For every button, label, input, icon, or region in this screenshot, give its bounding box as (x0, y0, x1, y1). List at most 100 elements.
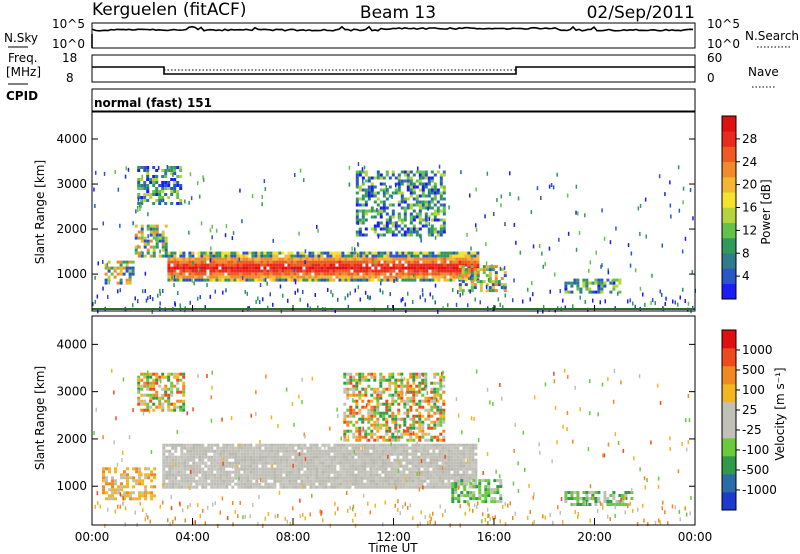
velocity-cell (294, 449, 298, 453)
power-speck (548, 184, 551, 189)
power-cell (403, 233, 407, 237)
power-cell (467, 251, 471, 255)
power-speck (117, 289, 119, 294)
power-cell (320, 251, 324, 255)
power-cell (367, 188, 371, 192)
velocity-cell (216, 467, 220, 471)
power-speck (197, 296, 199, 301)
velocity-cell (288, 455, 292, 459)
power-cell (275, 263, 279, 267)
power-cell (424, 218, 428, 222)
power-cell (251, 257, 255, 261)
power-cell (317, 269, 321, 273)
velocity-cell (441, 482, 445, 486)
power-cell (170, 254, 174, 258)
power-cell (410, 266, 414, 270)
velocity-cell (436, 411, 440, 415)
velocity-cell (273, 458, 277, 462)
velocity-cell (216, 449, 220, 453)
power-cell (245, 275, 249, 279)
power-cell (424, 221, 428, 225)
velocity-cell (336, 479, 340, 483)
velocity-speck (492, 515, 494, 520)
velocity-cell (418, 402, 422, 406)
velocity-cell (358, 372, 362, 376)
power-cell (284, 260, 288, 264)
velocity-cell (189, 443, 193, 447)
power-cell (407, 260, 411, 264)
power-cell (146, 227, 150, 231)
velocity-cell (249, 479, 253, 483)
power-cell (254, 263, 258, 267)
power-cell (113, 275, 117, 279)
velocity-cell (306, 470, 310, 474)
velocity-cell (499, 494, 503, 498)
power-cell (323, 266, 327, 270)
power-cell (398, 263, 402, 267)
power-cell (230, 269, 234, 273)
velocity-cell (618, 494, 622, 497)
velocity-cell (149, 381, 153, 385)
power-cell (403, 230, 407, 234)
velocity-cell (279, 446, 283, 450)
velocity-cell (336, 470, 340, 474)
power-cell (311, 278, 315, 282)
nave-tick-right-bottom: 0 (707, 71, 715, 85)
velocity-cell (183, 473, 187, 477)
velocity-cell (441, 470, 445, 474)
velocity-cell (469, 491, 473, 495)
power-cell (389, 266, 393, 270)
velocity-cell (391, 417, 395, 421)
velocity-cell (424, 384, 428, 388)
power-cell (401, 266, 405, 270)
power-cell (350, 254, 354, 258)
velocity-cell (207, 464, 211, 468)
velocity-cell (240, 458, 244, 462)
power-cell (364, 173, 368, 177)
velocity-cell (387, 485, 391, 489)
power-cell (254, 278, 258, 282)
power-speck (669, 180, 671, 185)
velocity-cell (273, 443, 277, 447)
power-speck (119, 288, 121, 293)
velocity-cell (346, 423, 350, 427)
power-cell (397, 203, 401, 207)
velocity-cell (285, 461, 289, 465)
velocity-cell (358, 429, 362, 433)
velocity-cell (597, 500, 601, 503)
velocity-cell (343, 417, 347, 421)
velocity-cell (474, 458, 478, 462)
power-speck (94, 275, 96, 280)
velocity-cell (143, 372, 147, 376)
velocity-cell (373, 378, 377, 382)
power-cell (585, 284, 589, 288)
power-cell (433, 215, 437, 219)
velocity-cell (177, 455, 181, 459)
velocity-cell (471, 446, 475, 450)
power-cell (442, 227, 446, 231)
power-cell (391, 212, 395, 216)
velocity-cell (180, 449, 184, 453)
velocity-cell (333, 443, 337, 447)
power-speck (674, 300, 676, 305)
power-cell (233, 257, 237, 261)
velocity-speck (301, 400, 303, 405)
power-cell (361, 221, 365, 225)
power-cell (383, 278, 387, 282)
velocity-cell (306, 473, 310, 477)
power-cell (260, 275, 264, 279)
power-cell (128, 266, 132, 270)
velocity-cell (231, 443, 235, 447)
velocity-cell (388, 393, 392, 397)
velocity-cell (222, 476, 226, 480)
velocity-speck (687, 393, 690, 398)
velocity-cell (243, 461, 247, 465)
velocity-colorbar-swatch-1 (722, 474, 736, 493)
power-speck (106, 262, 109, 267)
power-cell (373, 224, 377, 228)
power-colorbar-swatch-9 (722, 146, 736, 163)
power-cell (125, 260, 129, 264)
velocity-cell (141, 479, 145, 483)
velocity-speck (607, 377, 609, 382)
